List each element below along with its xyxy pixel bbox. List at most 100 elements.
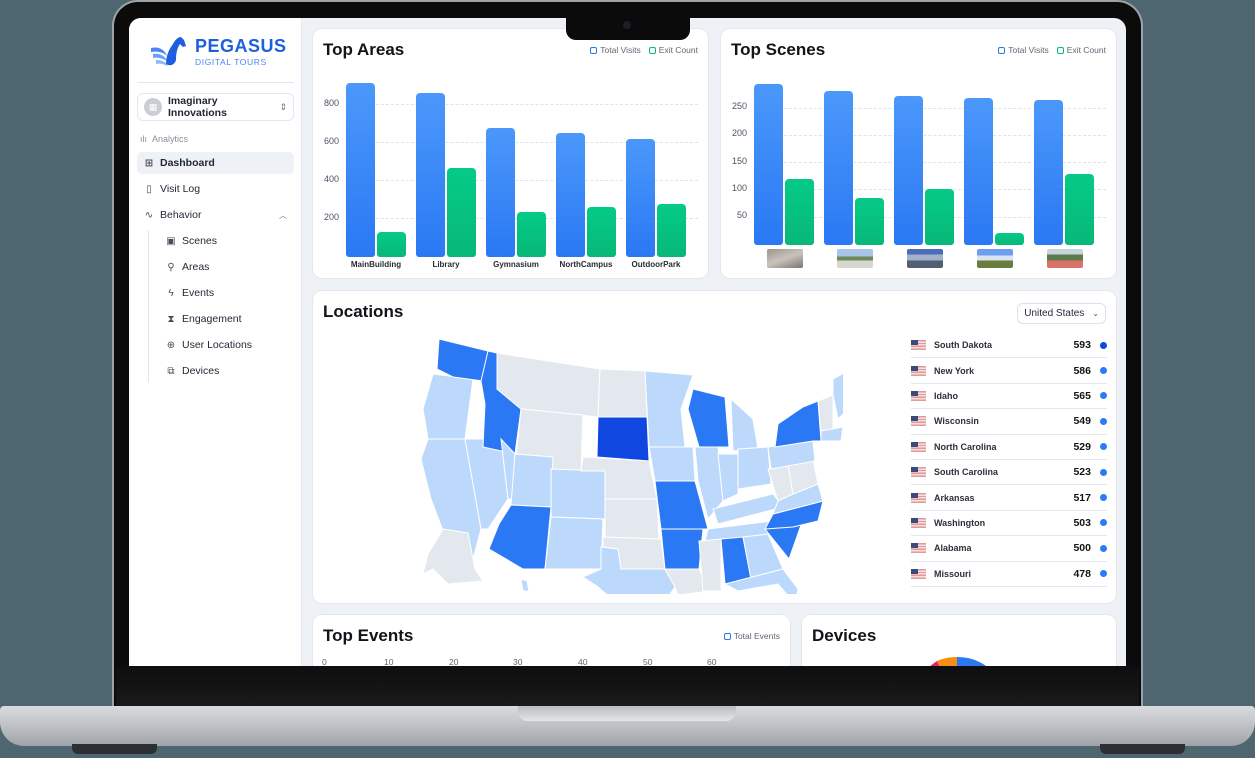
- location-row[interactable]: Washington 503: [911, 511, 1107, 537]
- bar-total-visits[interactable]: [964, 98, 993, 245]
- behavior-subnav: ▣ Scenes ⚲ Areas ϟ Events ⧗ Engagement ⊕: [148, 230, 294, 382]
- location-row[interactable]: North Carolina 529: [911, 435, 1107, 460]
- us-flag-icon: [911, 492, 926, 503]
- bar-chart-icon: ılı: [140, 134, 148, 144]
- us-flag-icon: [911, 517, 926, 528]
- sidebar-item-scenes[interactable]: ▣ Scenes: [166, 235, 218, 247]
- bar-total-visits[interactable]: [894, 96, 923, 245]
- legend-total-visits[interactable]: Total Visits: [590, 45, 641, 55]
- us-flag-icon: [911, 568, 926, 579]
- sidebar-section-analytics: ılı Analytics: [140, 134, 189, 144]
- scene-thumbnail[interactable]: [767, 249, 803, 268]
- bar-exit-count[interactable]: [785, 179, 814, 245]
- bar-exit-count[interactable]: [587, 207, 616, 257]
- bar-exit-count[interactable]: [657, 204, 686, 257]
- bar-total-visits[interactable]: [754, 84, 783, 245]
- card-title: Locations: [323, 302, 404, 321]
- bar-exit-count[interactable]: [377, 232, 406, 257]
- chart-legend: Total Visits Exit Count: [590, 45, 698, 55]
- x-label: MainBuilding: [350, 260, 402, 269]
- org-name: Imaginary Innovations: [168, 95, 227, 119]
- scene-thumbnail[interactable]: [1047, 249, 1083, 268]
- us-flag-icon: [911, 390, 926, 401]
- location-row[interactable]: South Dakota 593: [911, 333, 1107, 359]
- us-choropleth-map[interactable]: [393, 329, 843, 594]
- bar-exit-count[interactable]: [517, 212, 546, 257]
- location-row[interactable]: Wisconsin 549: [911, 409, 1107, 435]
- map-pin-icon: ⚲: [167, 261, 175, 273]
- sidebar-item-events[interactable]: ϟ Events: [159, 282, 294, 304]
- sidebar-item-engagement[interactable]: ⧗ Engagement: [167, 313, 242, 325]
- bar-exit-count[interactable]: [995, 233, 1024, 245]
- sidebar-item-behavior[interactable]: ∿ Behavior ︿: [144, 209, 287, 221]
- laptop-base-notch: [518, 706, 736, 721]
- sidebar-item-dashboard[interactable]: ⊞ Dashboard: [137, 152, 294, 174]
- org-switcher[interactable]: ▦ Imaginary Innovations ⇕: [137, 93, 294, 121]
- bar-total-visits[interactable]: [486, 128, 515, 257]
- zap-icon: ϟ: [168, 287, 174, 299]
- sidebar-item-visit-log[interactable]: ▯ Visit Log: [137, 178, 294, 200]
- sidebar-nav: ⊞ Dashboard ▯ Visit Log ∿ Behavior ︿ ▣ S…: [137, 152, 294, 386]
- location-row[interactable]: Missouri 478: [911, 562, 1107, 587]
- legend-total-visits[interactable]: Total Visits: [998, 45, 1049, 55]
- bar-total-visits[interactable]: [346, 83, 375, 257]
- chart-legend: Total Visits Exit Count: [998, 45, 1106, 55]
- legend-exit-count[interactable]: Exit Count: [1056, 45, 1106, 55]
- sidebar: PEGASUS DIGITAL TOURS ▦ Imaginary Innova…: [129, 18, 302, 666]
- bar-group-scene-3: [894, 84, 954, 245]
- intensity-dot: [1100, 468, 1107, 476]
- locations-list: South Dakota 593 New York 586 Idaho 565 …: [911, 333, 1107, 587]
- top-areas-plot: 800 600 400 200: [313, 29, 710, 280]
- sidebar-item-devices[interactable]: ⧉ Devices: [167, 365, 220, 377]
- top-areas-card: Top Areas Total Visits Exit Count 800 60…: [312, 28, 709, 279]
- scene-thumbnail[interactable]: [907, 249, 943, 268]
- brand-subtitle: DIGITAL TOURS: [195, 57, 267, 67]
- card-title: Top Events: [323, 626, 414, 645]
- chart-legend: Total Events: [723, 631, 780, 641]
- sidebar-item-user-locations[interactable]: ⊕ User Locations: [166, 339, 253, 351]
- app-screen: PEGASUS DIGITAL TOURS ▦ Imaginary Innova…: [129, 18, 1126, 666]
- laptop-chin: [116, 666, 1139, 708]
- intensity-dot: [1100, 544, 1107, 552]
- brand-logo[interactable]: PEGASUS DIGITAL TOURS: [149, 34, 287, 70]
- x-label: NorthCampus: [559, 260, 613, 269]
- bar-exit-count[interactable]: [1065, 174, 1094, 245]
- legend-exit-count[interactable]: Exit Count: [648, 45, 698, 55]
- image-icon: ▣: [166, 235, 176, 247]
- location-row[interactable]: South Carolina 523: [911, 460, 1107, 486]
- location-row[interactable]: Alabama 500: [911, 536, 1107, 562]
- bar-group-mainbuilding: [346, 83, 406, 257]
- bar-group-outdoorpark: [626, 83, 686, 257]
- top-scenes-card: Top Scenes Total Visits Exit Count 250 2…: [720, 28, 1117, 279]
- bar-exit-count[interactable]: [925, 189, 954, 245]
- location-row[interactable]: Idaho 565: [911, 384, 1107, 410]
- hourglass-icon: ⧗: [167, 313, 175, 325]
- scene-thumbnail[interactable]: [977, 249, 1013, 268]
- camera-icon: [623, 21, 631, 29]
- location-row[interactable]: New York 586: [911, 358, 1107, 384]
- intensity-dot: [1100, 570, 1107, 578]
- bar-exit-count[interactable]: [855, 198, 884, 245]
- pegasus-icon: [151, 37, 186, 66]
- chevron-up-down-icon: ⇕: [279, 101, 287, 112]
- us-flag-icon: [911, 416, 926, 427]
- brand-title: PEGASUS: [195, 36, 287, 56]
- top-scenes-plot: 250 200 150 100 50: [721, 29, 1118, 280]
- bar-total-visits[interactable]: [556, 133, 585, 257]
- bar-total-visits[interactable]: [626, 139, 655, 257]
- intensity-dot: [1100, 417, 1107, 425]
- bar-total-visits[interactable]: [824, 91, 853, 245]
- bar-total-visits[interactable]: [416, 93, 445, 257]
- us-flag-icon: [911, 340, 926, 351]
- bar-group-scene-1: [754, 84, 814, 245]
- country-select[interactable]: United States ⌄: [1017, 303, 1106, 324]
- devices-pie-chart[interactable]: [912, 655, 1002, 666]
- legend-total-events[interactable]: Total Events: [723, 631, 780, 641]
- laptop-foot: [1100, 744, 1185, 754]
- location-row[interactable]: Arkansas 517: [911, 485, 1107, 511]
- sidebar-item-areas[interactable]: ⚲ Areas: [167, 261, 210, 273]
- bar-total-visits[interactable]: [1034, 100, 1063, 245]
- intensity-dot: [1100, 341, 1107, 349]
- bar-exit-count[interactable]: [447, 168, 476, 257]
- scene-thumbnail[interactable]: [837, 249, 873, 268]
